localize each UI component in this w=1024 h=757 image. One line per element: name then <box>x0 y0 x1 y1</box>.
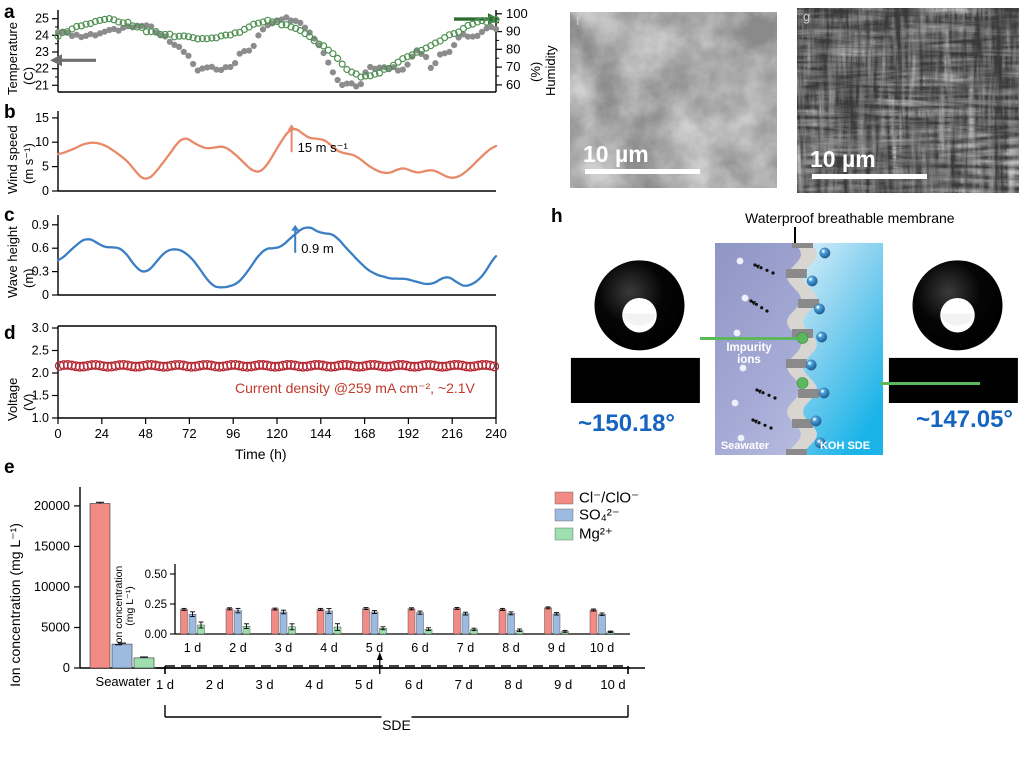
svg-text:100: 100 <box>506 6 528 21</box>
svg-text:80: 80 <box>506 41 520 56</box>
svg-text:7 d: 7 d <box>457 641 474 655</box>
svg-text:9 d: 9 d <box>554 677 572 692</box>
svg-text:5 d: 5 d <box>355 677 373 692</box>
svg-text:6 d: 6 d <box>411 641 428 655</box>
svg-text:0: 0 <box>42 184 49 198</box>
svg-text:48: 48 <box>138 426 152 438</box>
svg-text:3.0: 3.0 <box>32 321 49 335</box>
svg-text:Mg²⁺: Mg²⁺ <box>579 526 613 543</box>
svg-text:1.0: 1.0 <box>32 411 49 425</box>
svg-text:192: 192 <box>398 426 420 438</box>
svg-text:240: 240 <box>485 426 507 438</box>
svg-text:23: 23 <box>35 45 49 59</box>
svg-text:SDE: SDE <box>382 717 411 733</box>
svg-text:120: 120 <box>266 426 288 438</box>
svg-text:0.00: 0.00 <box>145 629 167 641</box>
svg-text:6 d: 6 d <box>405 677 423 692</box>
svg-text:9 d: 9 d <box>548 641 565 655</box>
svg-text:10 d: 10 d <box>600 677 625 692</box>
svg-text:21: 21 <box>35 78 49 92</box>
svg-text:5000: 5000 <box>41 620 70 635</box>
svg-text:Current density @259 mA cm⁻²,: Current density @259 mA cm⁻², ~2.1V <box>235 380 476 396</box>
svg-text:0.9 m: 0.9 m <box>301 241 334 256</box>
svg-text:15: 15 <box>35 111 49 125</box>
svg-text:Cl⁻/ClO⁻: Cl⁻/ClO⁻ <box>579 490 639 507</box>
svg-text:0: 0 <box>42 288 49 302</box>
svg-text:5: 5 <box>42 160 49 174</box>
svg-text:90: 90 <box>506 24 520 39</box>
svg-text:72: 72 <box>182 426 196 438</box>
svg-text:22: 22 <box>35 62 49 76</box>
svg-text:8 d: 8 d <box>504 677 522 692</box>
svg-text:Seawater: Seawater <box>96 674 152 689</box>
svg-text:4 d: 4 d <box>320 641 337 655</box>
svg-text:0.6: 0.6 <box>32 241 49 255</box>
svg-text:2 d: 2 d <box>206 677 224 692</box>
svg-text:KOH SDE: KOH SDE <box>820 440 870 452</box>
svg-text:0.25: 0.25 <box>145 599 167 611</box>
svg-text:216: 216 <box>441 426 463 438</box>
svg-text:0.3: 0.3 <box>32 265 49 279</box>
svg-text:60: 60 <box>506 77 520 92</box>
svg-text:0.9: 0.9 <box>32 218 49 232</box>
svg-text:24: 24 <box>95 426 109 438</box>
svg-text:15000: 15000 <box>34 538 70 553</box>
svg-text:Seawater: Seawater <box>721 440 770 452</box>
svg-text:2 d: 2 d <box>229 641 246 655</box>
svg-text:2.0: 2.0 <box>32 366 49 380</box>
svg-text:0: 0 <box>63 660 70 675</box>
svg-text:144: 144 <box>310 426 332 438</box>
svg-text:96: 96 <box>226 426 240 438</box>
svg-text:(mg L⁻¹): (mg L⁻¹) <box>124 586 136 625</box>
svg-text:1 d: 1 d <box>156 677 174 692</box>
svg-text:10 d: 10 d <box>590 641 614 655</box>
svg-text:0: 0 <box>54 426 61 438</box>
svg-text:10000: 10000 <box>34 579 70 594</box>
svg-text:1.5: 1.5 <box>32 389 49 403</box>
svg-text:SO₄²⁻: SO₄²⁻ <box>579 507 620 524</box>
svg-text:ions: ions <box>737 354 761 366</box>
svg-text:10: 10 <box>35 135 49 149</box>
svg-text:24: 24 <box>35 28 49 42</box>
svg-text:8 d: 8 d <box>502 641 519 655</box>
svg-text:2.5: 2.5 <box>32 344 49 358</box>
svg-text:168: 168 <box>354 426 376 438</box>
svg-text:0.50: 0.50 <box>145 569 167 581</box>
svg-text:70: 70 <box>506 59 520 74</box>
svg-text:25: 25 <box>35 12 49 26</box>
svg-text:7 d: 7 d <box>455 677 473 692</box>
svg-text:3 d: 3 d <box>256 677 274 692</box>
svg-text:5 d: 5 d <box>366 641 383 655</box>
svg-text:1 d: 1 d <box>184 641 201 655</box>
svg-text:Impurity: Impurity <box>726 342 772 354</box>
svg-text:3 d: 3 d <box>275 641 292 655</box>
svg-text:4 d: 4 d <box>305 677 323 692</box>
svg-text:20000: 20000 <box>34 498 70 513</box>
svg-text:15 m s⁻¹: 15 m s⁻¹ <box>298 140 349 155</box>
svg-text:Ion concentration (mg L⁻¹): Ion concentration (mg L⁻¹) <box>7 523 23 687</box>
